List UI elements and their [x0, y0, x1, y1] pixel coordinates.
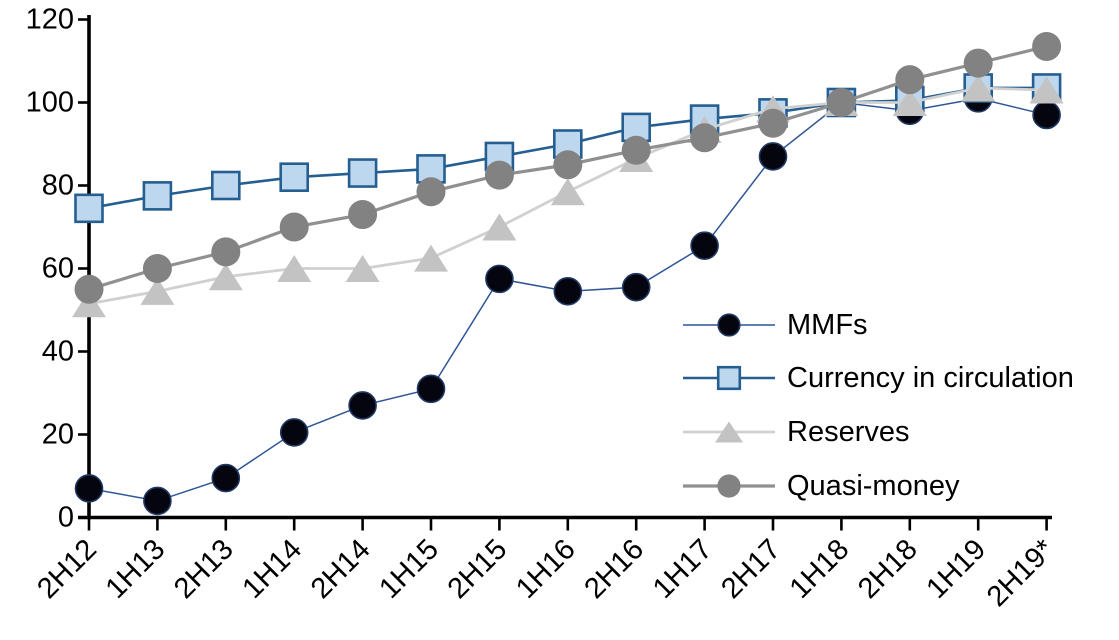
legend-marker-quasi-money: [717, 474, 741, 498]
y-tick-label: 100: [26, 87, 74, 119]
marker-quasi-money-2H13: [211, 237, 241, 267]
x-tick-label: 2H14: [305, 533, 377, 605]
marker-mmfs-2H13: [211, 463, 241, 493]
y-tick-label: 120: [26, 4, 74, 36]
x-tick-label: 1H14: [236, 533, 308, 605]
x-tick-label: 1H13: [100, 533, 172, 605]
x-tick-label: 2H19*: [981, 533, 1061, 613]
marker-reserves-1H15: [414, 244, 448, 272]
marker-quasi-money-1H16: [553, 150, 583, 180]
marker-mmfs-1H14: [279, 418, 309, 447]
marker-reserves-1H19: [961, 74, 996, 102]
marker-mmfs-2H19*: [1032, 100, 1061, 130]
marker-currency-in-circulation-1H14: [279, 162, 310, 192]
marker-quasi-money-1H17: [690, 123, 720, 153]
marker-currency-in-circulation-2H13: [211, 170, 241, 201]
legend-label-reserves: Reserves: [787, 416, 910, 448]
marker-quasi-money-2H17: [758, 108, 788, 138]
y-tick-label: 40: [42, 336, 74, 368]
marker-mmfs-1H17: [690, 231, 719, 260]
x-tick-label: 2H17: [715, 533, 787, 605]
marker-quasi-money-1H18: [826, 88, 856, 117]
marker-quasi-money-2H12: [74, 274, 104, 304]
x-tick-label: 2H18: [852, 533, 924, 605]
legend-marker-mmfs: [717, 313, 741, 337]
marker-reserves-2H14: [345, 255, 380, 282]
marker-quasi-money-2H15: [484, 160, 514, 190]
x-tick-label: 1H16: [510, 533, 582, 605]
marker-currency-in-circulation-1H13: [142, 181, 173, 211]
marker-quasi-money-2H14: [348, 200, 378, 230]
marker-quasi-money-1H19: [963, 48, 993, 78]
marker-quasi-money-1H13: [142, 254, 172, 283]
marker-reserves-2H18: [892, 89, 927, 116]
x-tick-label: 2H16: [578, 533, 650, 605]
x-tick-label: 1H19: [920, 533, 992, 605]
marker-quasi-money-2H19*: [1032, 31, 1062, 61]
marker-mmfs-2H12: [74, 474, 104, 503]
marker-quasi-money-1H14: [279, 212, 309, 242]
marker-mmfs-1H13: [143, 486, 172, 516]
x-tick-label: 1H18: [784, 533, 856, 605]
x-tick-label: 2H13: [168, 533, 240, 605]
marker-reserves-2H13: [208, 263, 243, 291]
marker-mmfs-1H15: [416, 374, 446, 404]
marker-reserves-1H13: [140, 277, 175, 305]
marker-reserves-2H19*: [1029, 76, 1064, 104]
marker-quasi-money-2H18: [895, 65, 925, 95]
legend-label-mmfs: MMFs: [787, 309, 868, 341]
marker-mmfs-2H17: [758, 142, 788, 171]
x-tick-label: 1H17: [647, 533, 719, 605]
y-tick-label: 0: [58, 502, 74, 534]
legend-label-quasi-money: Quasi-money: [787, 470, 960, 502]
marker-quasi-money-1H15: [416, 177, 446, 207]
x-tick-label: 2H12: [31, 533, 103, 605]
marker-quasi-money-2H16: [621, 135, 651, 165]
marker-mmfs-1H16: [553, 277, 583, 306]
marker-mmfs-2H16: [621, 272, 651, 302]
marker-reserves-2H12: [72, 290, 106, 318]
legend-marker-reserves: [715, 421, 743, 443]
marker-mmfs-2H15: [485, 264, 514, 294]
y-tick-label: 80: [42, 170, 74, 202]
y-tick-label: 60: [42, 253, 74, 285]
y-tick-label: 20: [42, 419, 74, 451]
marker-reserves-1H16: [550, 178, 585, 206]
marker-reserves-1H14: [277, 255, 312, 282]
legend-marker-currency-in-circulation: [716, 365, 742, 391]
x-tick-label: 1H15: [373, 533, 445, 605]
marker-currency-in-circulation-2H14: [347, 158, 378, 188]
marker-currency-in-circulation-2H12: [74, 193, 104, 224]
x-tick-label: 2H15: [442, 533, 514, 605]
marker-reserves-2H15: [482, 213, 517, 241]
marker-mmfs-2H14: [348, 391, 377, 420]
legend-label-currency-in-circulation: Currency in circulation: [787, 362, 1074, 394]
